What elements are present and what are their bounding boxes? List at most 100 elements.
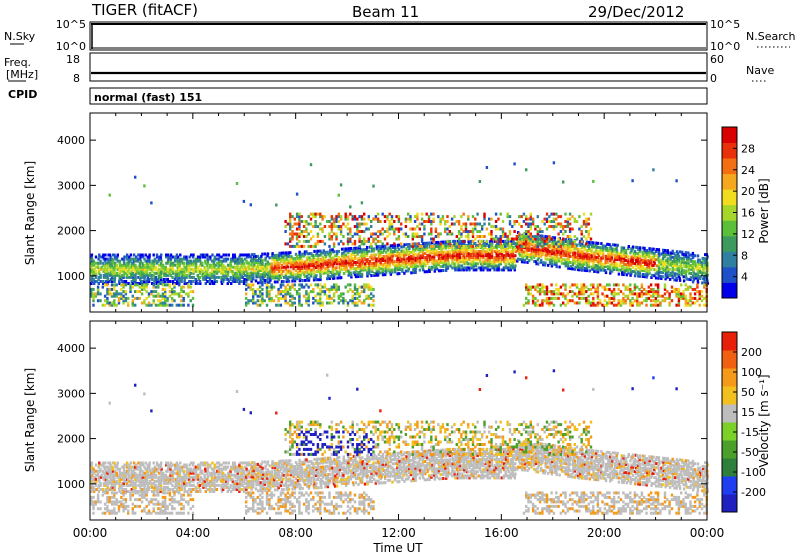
range-cell [330, 230, 333, 233]
range-cell [488, 262, 491, 266]
range-cell [376, 217, 380, 221]
range-cell [639, 262, 642, 266]
range-cell [199, 263, 202, 267]
range-cell [247, 275, 251, 279]
range-cell [254, 257, 257, 261]
range-cell [128, 255, 131, 259]
range-cell [301, 268, 304, 272]
range-cell [552, 212, 556, 216]
range-cell [99, 273, 102, 277]
cpid-strip-frame [89, 87, 708, 105]
range-cell [330, 215, 333, 219]
range-cell [215, 271, 219, 275]
range-cell [666, 273, 669, 277]
range-cell [106, 283, 109, 287]
range-cell [571, 283, 574, 287]
range-cell [92, 467, 95, 471]
range-cell [261, 273, 265, 276]
range-cell [372, 247, 376, 251]
range-cell [620, 254, 623, 258]
colorbar-swatch [722, 127, 737, 143]
range-cell [462, 222, 465, 226]
range-cell [198, 275, 202, 279]
range-cell [215, 263, 218, 267]
range-cell [106, 495, 109, 499]
range-cell [520, 248, 523, 252]
range-cell [335, 258, 339, 262]
range-cell [510, 239, 513, 243]
range-cell [703, 285, 706, 289]
range-cell [420, 237, 424, 241]
range-cell [663, 255, 667, 259]
range-cell [643, 261, 647, 264]
range-cell [435, 263, 438, 267]
range-cell [239, 275, 242, 279]
range-cell [694, 272, 698, 276]
range-cell [332, 283, 336, 287]
range-cell [576, 247, 579, 251]
range-cell [512, 256, 515, 260]
range-cell [349, 261, 353, 265]
range-cell [96, 507, 100, 511]
range-cell [493, 246, 496, 250]
range-cell [335, 272, 339, 276]
range-cell [303, 252, 306, 256]
range-cell [632, 265, 635, 269]
range-cell [454, 256, 457, 260]
range-cell [493, 250, 497, 254]
range-cell [475, 244, 478, 247]
range-cell [531, 237, 535, 241]
range-cell [500, 252, 504, 256]
range-cell [305, 260, 308, 264]
range-cell [379, 239, 382, 243]
range-cell [319, 290, 322, 294]
range-cell [678, 260, 681, 264]
range-cell [338, 260, 341, 264]
range-cell [278, 261, 281, 265]
range-cell [104, 273, 107, 277]
range-cell [522, 235, 526, 238]
range-cell [294, 269, 298, 273]
range-cell [631, 257, 634, 261]
range-cell [680, 262, 683, 266]
range-cell [393, 227, 396, 231]
range-cell [294, 265, 297, 269]
range-cell [467, 230, 470, 233]
range-cell [389, 252, 392, 256]
range-cell [585, 269, 589, 273]
range-cell [601, 246, 605, 250]
range-cell [513, 222, 516, 226]
range-cell [345, 267, 348, 271]
range-cell [511, 248, 515, 252]
range-cell [437, 269, 441, 273]
range-cell [295, 212, 299, 216]
range-cell [275, 268, 278, 272]
range-cell [448, 254, 452, 258]
range-cell [305, 268, 308, 272]
range-cell [495, 252, 498, 256]
range-cell [462, 212, 465, 216]
range-cell [377, 269, 380, 273]
range-cell [478, 180, 482, 183]
range-cell [181, 273, 184, 277]
range-cell [173, 283, 176, 287]
range-cell [284, 296, 287, 300]
range-cell [515, 235, 519, 238]
range-cell [284, 290, 287, 294]
range-cell [376, 235, 380, 238]
range-cell [703, 281, 707, 285]
range-cell [124, 280, 128, 283]
range-cell [289, 232, 292, 236]
range-cell [416, 246, 420, 250]
range-cell [548, 301, 551, 305]
range-cell [699, 262, 702, 266]
range-cell [541, 299, 544, 303]
range-cell [278, 274, 281, 278]
range-cell [293, 279, 297, 283]
range-cell [430, 220, 433, 223]
range-cell [631, 301, 634, 305]
range-cell [286, 265, 290, 269]
range-cell [494, 239, 498, 243]
range-cell [239, 265, 242, 269]
range-cell [254, 290, 257, 294]
